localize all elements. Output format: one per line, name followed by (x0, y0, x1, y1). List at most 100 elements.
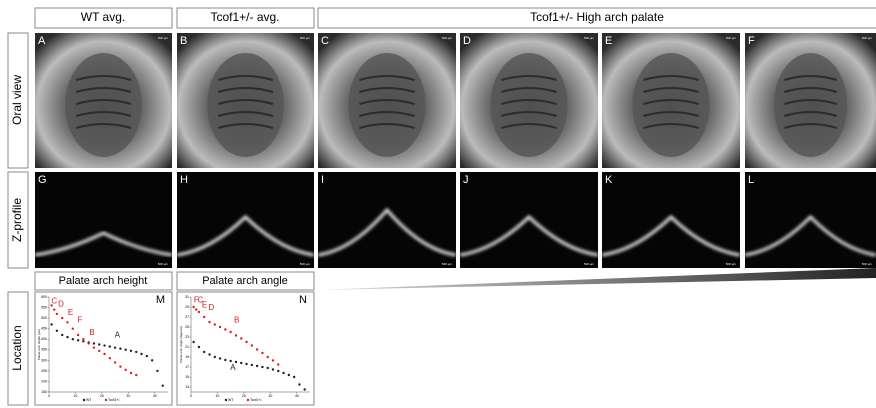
point (98, 350, 100, 352)
point (224, 359, 226, 361)
panel-letter: J (463, 174, 469, 186)
point (140, 353, 142, 355)
y-tick-label: 19 (185, 355, 189, 359)
panel-letter: F (748, 35, 755, 47)
point (282, 372, 284, 374)
point (130, 350, 132, 352)
x-tick-label: 40 (153, 394, 157, 398)
legend-marker (225, 399, 227, 401)
point (261, 352, 263, 354)
point (256, 348, 258, 350)
z-image (460, 172, 598, 268)
chart-panel (177, 292, 314, 405)
panel-letter: B (180, 35, 187, 47)
point (162, 384, 164, 386)
palate (774, 53, 847, 157)
point (135, 374, 137, 376)
point (146, 355, 148, 357)
x-tick-label: 30 (268, 394, 272, 398)
palate (207, 53, 284, 157)
legend-label: Tcof1+/- (108, 398, 121, 402)
point (61, 317, 63, 319)
x-tick-label: 30 (126, 394, 130, 398)
scale-bar-label: 500 µm (158, 262, 169, 266)
scale-bar-label: 500 µm (300, 262, 311, 266)
point (277, 370, 279, 372)
figure: WT avg. Tcof1+/- avg. Tcof1+/- High arch… (0, 0, 876, 408)
point (109, 345, 111, 347)
point (229, 360, 231, 362)
point (288, 374, 290, 376)
point (56, 330, 58, 332)
point (208, 321, 210, 323)
y-axis-label: Palate arch height (µm) (37, 329, 41, 360)
y-tick-label: 150 (41, 390, 47, 394)
point (198, 346, 200, 348)
y-tick-label: 550 (41, 305, 47, 309)
scale-bar-label: 500 µm (862, 36, 873, 40)
palate (65, 53, 142, 157)
z-image (35, 172, 172, 268)
point (103, 353, 105, 355)
annotation: B (234, 316, 239, 325)
point (272, 359, 274, 361)
scale-bar-label: 500 µm (158, 36, 169, 40)
legend-label: WT (86, 398, 92, 402)
annotation: A (115, 330, 121, 339)
scale-bar-label: 500 µm (726, 36, 737, 40)
point (251, 344, 253, 346)
legend-label: WT (228, 398, 234, 402)
point (135, 351, 137, 353)
annotation: E (202, 301, 207, 310)
panel-letter: G (38, 174, 47, 186)
z-image (602, 172, 740, 268)
legend-marker (83, 399, 85, 401)
point (66, 336, 68, 338)
point (114, 361, 116, 363)
y-tick-label: 23 (185, 335, 189, 339)
y-tick-label: 450 (41, 327, 47, 331)
point (240, 337, 242, 339)
point (103, 344, 105, 346)
panel-letter: L (748, 174, 754, 186)
z-image (177, 172, 314, 268)
point (266, 367, 268, 369)
point (77, 334, 79, 336)
point (219, 357, 221, 359)
legend-marker (105, 399, 107, 401)
chart-title: Palate arch angle (202, 275, 288, 287)
point (214, 356, 216, 358)
point (245, 341, 247, 343)
annotation: E (68, 308, 73, 317)
chart-title: Palate arch height (59, 275, 148, 287)
scale-bar-label: 500 µm (584, 36, 595, 40)
wedge (318, 268, 876, 290)
row-label: Z-profile (10, 198, 24, 242)
panel-letter: H (180, 174, 188, 186)
y-tick-label: 200 (41, 379, 47, 383)
point (266, 356, 268, 358)
point (151, 359, 153, 361)
header: Tcof1+/- avg. (210, 10, 279, 24)
point (251, 364, 253, 366)
point (192, 306, 194, 308)
scale-bar-label: 500 µm (584, 262, 595, 266)
point (98, 343, 100, 345)
legend-label: Tcof1+/- (250, 398, 263, 402)
point (53, 308, 55, 310)
annotation: C (51, 297, 57, 306)
panel-letter: M (156, 294, 165, 306)
scale-bar-label: 500 µm (442, 262, 453, 266)
point (93, 346, 95, 348)
y-tick-label: 29 (185, 305, 189, 309)
scale-bar-label: 500 µm (726, 262, 737, 266)
palate (490, 53, 567, 157)
chart-panel (35, 292, 172, 405)
y-tick-label: 500 (41, 316, 47, 320)
point (304, 388, 306, 390)
page: WT avg. Tcof1+/- avg. Tcof1+/- High arch… (0, 0, 876, 408)
point (272, 368, 274, 370)
panel-letter: N (299, 294, 307, 306)
annotation: D (58, 300, 64, 309)
scale-bar-label: 500 µm (300, 36, 311, 40)
